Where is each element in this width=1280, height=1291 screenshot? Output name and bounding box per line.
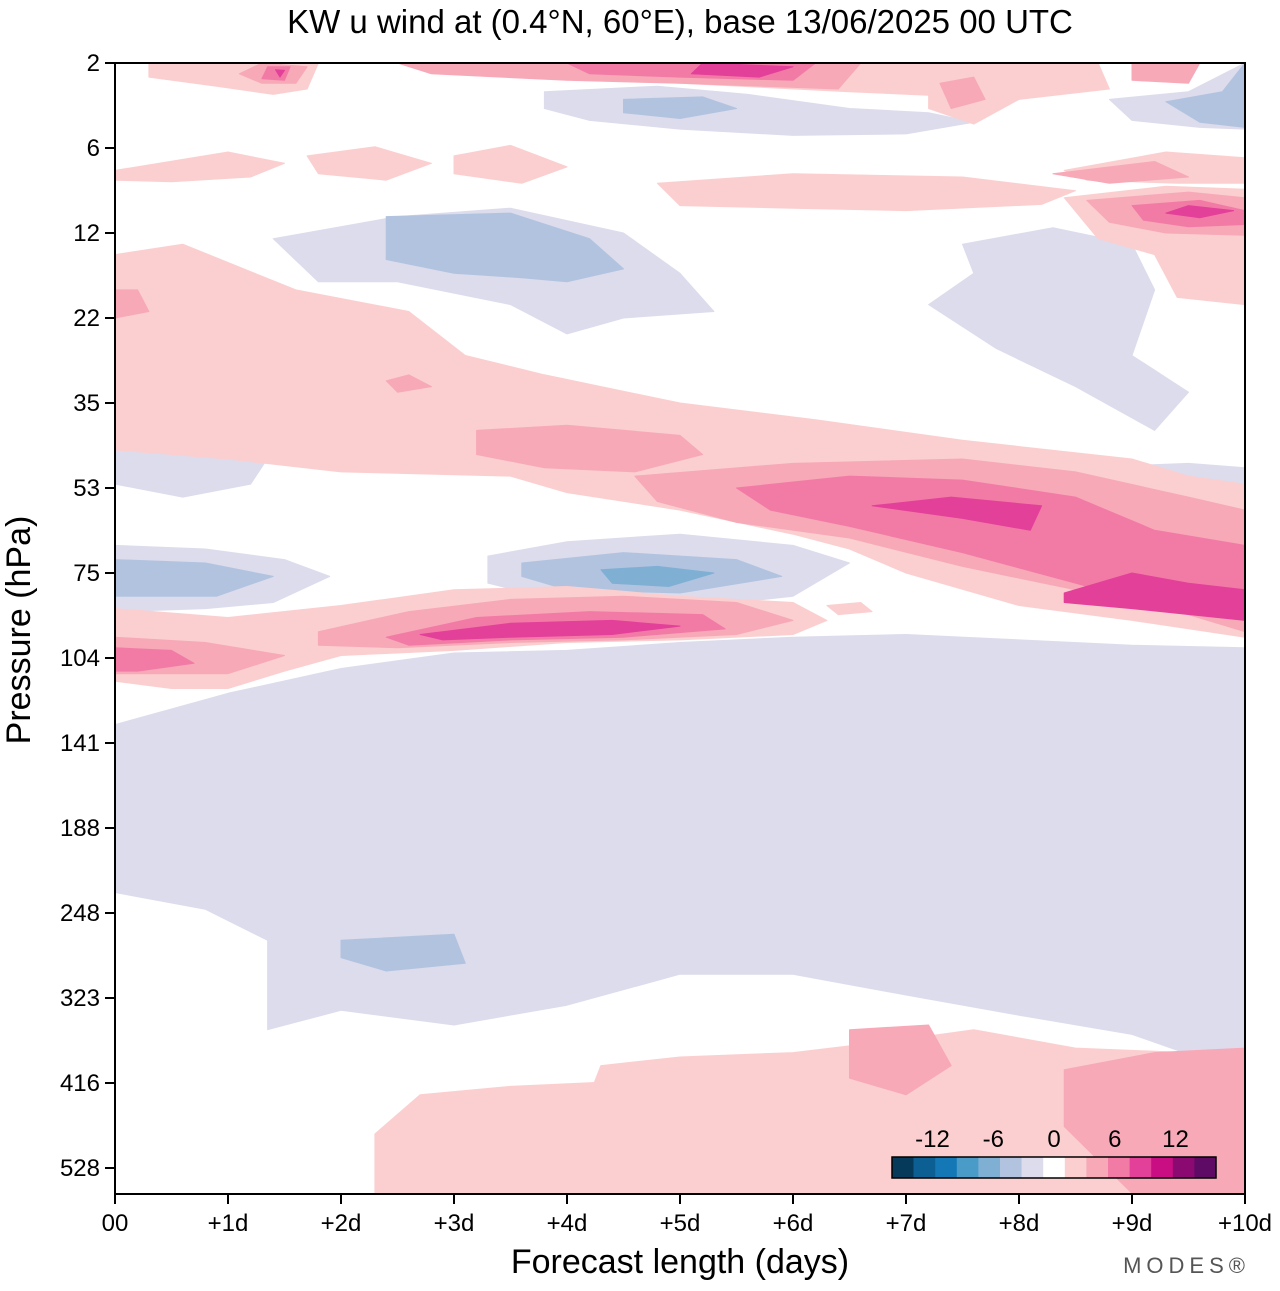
contour-region-57 xyxy=(871,496,1043,531)
contour-region-17 xyxy=(115,559,274,597)
x-tick-label-2: +2d xyxy=(321,1210,362,1237)
colorbar-cell-8 xyxy=(1064,1157,1087,1178)
colorbar-cell-12 xyxy=(1151,1157,1174,1178)
colorbar-cell-7 xyxy=(1043,1157,1066,1178)
contour-region-27 xyxy=(453,144,568,184)
contour-region-18 xyxy=(340,933,466,972)
contour-region-15 xyxy=(385,212,624,283)
colorbar-label-3: 6 xyxy=(1108,1126,1121,1153)
y-tick-label-12: 416 xyxy=(60,1070,100,1097)
x-tick-label-8: +8d xyxy=(999,1210,1040,1237)
contour-region-33 xyxy=(826,602,873,616)
x-axis-label: Forecast length (days) xyxy=(511,1243,849,1281)
colorbar-cell-5 xyxy=(1000,1157,1022,1178)
contour-region-43 xyxy=(385,374,432,393)
x-axis: 00 +1d +2d +3d +4d +5d +6d +7d +8d +9d +10d xyxy=(102,1194,1272,1237)
y-tick-label-7: 104 xyxy=(60,645,100,672)
y-axis-label: Pressure (hPa) xyxy=(0,516,38,745)
contour-region-54 xyxy=(261,66,291,81)
colorbar-cell-14 xyxy=(1194,1157,1217,1178)
x-tick-label-1: +1d xyxy=(208,1210,249,1237)
colorbar-cell-6 xyxy=(1021,1157,1044,1178)
contour-region-38 xyxy=(476,424,704,473)
contour-region-26 xyxy=(306,146,432,181)
y-tick-label-13: 528 xyxy=(60,1155,100,1182)
contour-region-46 xyxy=(1131,63,1201,84)
x-tick-label-7: +7d xyxy=(886,1210,927,1237)
contour-region-19 xyxy=(623,96,737,119)
y-tick-label-6: 75 xyxy=(73,560,100,587)
contour-region-61 xyxy=(690,63,794,78)
contour-region-20 xyxy=(1165,63,1245,128)
colorbar-labels: -12 -6 0 6 12 xyxy=(915,1126,1189,1153)
contour-region-56 xyxy=(419,619,681,641)
colorbar-cell-2 xyxy=(935,1157,958,1178)
y-tick-label-11: 323 xyxy=(60,985,100,1012)
colorbar-cell-11 xyxy=(1129,1157,1152,1178)
contour-region-25 xyxy=(115,151,285,183)
contour-region-42 xyxy=(115,289,150,319)
y-tick-label-4: 35 xyxy=(73,390,100,417)
colorbar-frame xyxy=(891,1156,1217,1179)
x-tick-label-9: +9d xyxy=(1112,1210,1153,1237)
y-tick-label-1: 6 xyxy=(87,135,100,162)
contour-region-35 xyxy=(374,1081,602,1194)
colorbar-cell-13 xyxy=(1172,1157,1195,1178)
colorbar-cells xyxy=(891,1156,1217,1179)
colorbar-cell-4 xyxy=(978,1157,1001,1178)
contour-region-60 xyxy=(275,69,285,78)
contour-region-59 xyxy=(1165,205,1235,219)
colorbar-label-2: 0 xyxy=(1047,1126,1060,1153)
y-tick-label-9: 188 xyxy=(60,815,100,842)
x-tick-label-3: +3d xyxy=(434,1210,475,1237)
colorbar-cell-10 xyxy=(1108,1157,1130,1178)
contour-region-28 xyxy=(656,173,1076,212)
contour-region-48 xyxy=(849,1024,952,1096)
y-axis: 2 6 12 22 35 53 75 104 141 188 248 323 416 528 xyxy=(60,50,115,1182)
x-tick-label-6: +6d xyxy=(773,1210,814,1237)
contour-region-47 xyxy=(939,76,986,109)
contour-region-50 xyxy=(115,647,195,672)
colorbar-cell-0 xyxy=(892,1157,914,1178)
contour-region-40 xyxy=(1052,161,1189,184)
plot-area xyxy=(115,63,1245,1194)
y-tick-label-10: 248 xyxy=(60,900,100,927)
y-tick-label-5: 53 xyxy=(73,475,100,502)
x-tick-label-4: +4d xyxy=(547,1210,588,1237)
y-tick-label-8: 141 xyxy=(60,730,100,757)
colorbar-label-1: -6 xyxy=(983,1126,1004,1153)
y-tick-label-3: 22 xyxy=(73,305,100,332)
colorbar-label-0: -12 xyxy=(915,1126,950,1153)
brand-logo: MODES® xyxy=(1123,1253,1250,1278)
y-tick-label-0: 2 xyxy=(87,50,100,77)
x-tick-label-5: +5d xyxy=(660,1210,701,1237)
y-tick-label-2: 12 xyxy=(73,220,100,247)
chart-title: KW u wind at (0.4°N, 60°E), base 13/06/2… xyxy=(287,3,1073,40)
contour-region-58 xyxy=(1063,572,1245,621)
colorbar-cell-9 xyxy=(1086,1157,1109,1178)
contour-region-21 xyxy=(600,565,715,587)
contour-layer xyxy=(115,63,1245,1194)
colorbar-label-4: 12 xyxy=(1162,1126,1189,1153)
colorbar-cell-1 xyxy=(913,1157,936,1178)
x-tick-label-0: 00 xyxy=(102,1210,129,1237)
colorbar-legend: -12 -6 0 6 12 xyxy=(891,1126,1217,1179)
x-tick-label-10: +10d xyxy=(1218,1210,1272,1237)
colorbar-cell-3 xyxy=(956,1157,979,1178)
